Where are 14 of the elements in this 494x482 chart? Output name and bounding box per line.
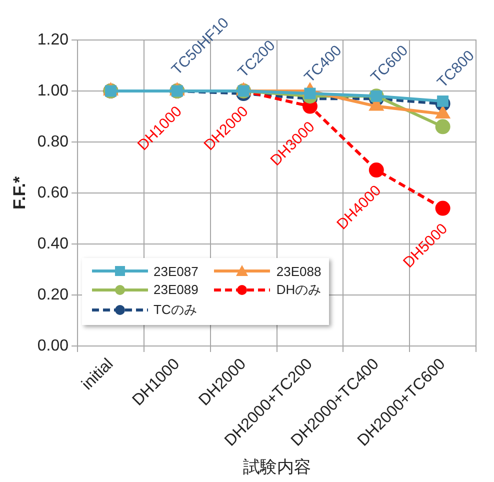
y-tick-label: 0.80 — [37, 133, 69, 150]
legend-label: 23E089 — [154, 282, 198, 298]
legend-label: 23E087 — [154, 264, 198, 279]
y-tick-label: 0.00 — [37, 337, 69, 354]
legend-label: 23E088 — [276, 264, 322, 279]
x-axis-title: 試験内容 — [242, 457, 311, 476]
y-tick-label: 1.00 — [37, 82, 69, 100]
y-tick-label: 0.60 — [37, 184, 69, 202]
y-tick-label: 0.20 — [37, 286, 69, 304]
y-tick-label: 1.20 — [37, 31, 69, 48]
legend-label: TCのみ — [154, 300, 197, 319]
legend-label: DHのみ — [276, 280, 322, 299]
y-tick-label: 0.40 — [37, 235, 69, 252]
y-axis-title: F.F.* — [10, 176, 29, 210]
